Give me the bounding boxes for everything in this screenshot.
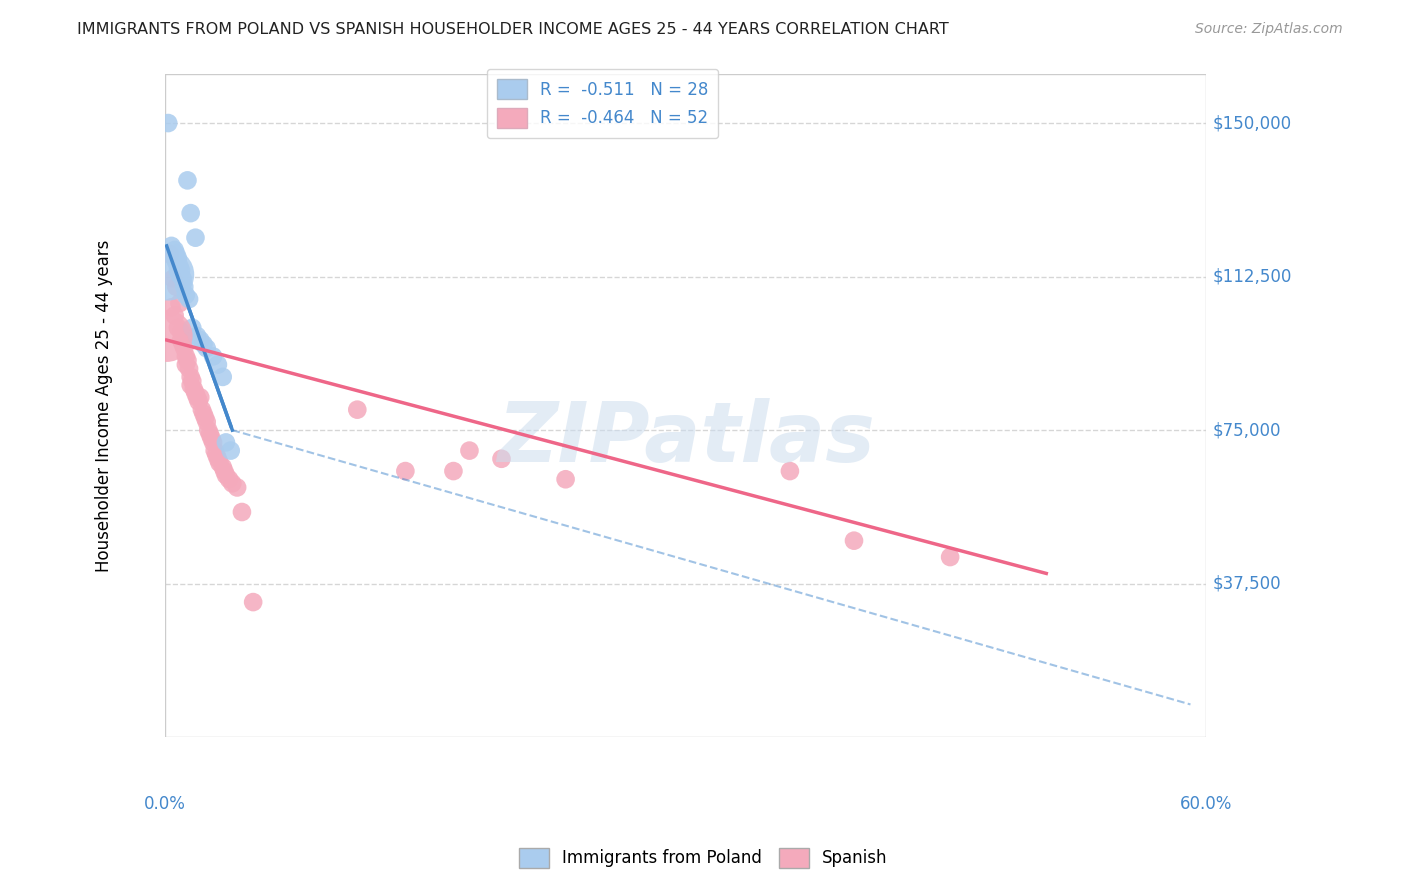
Point	[211, 370, 233, 384]
Point	[166, 263, 188, 277]
Point	[165, 255, 187, 269]
Point	[180, 370, 202, 384]
Point	[193, 337, 215, 351]
Point	[173, 341, 195, 355]
Point	[218, 472, 240, 486]
Point	[202, 435, 225, 450]
Point	[198, 427, 221, 442]
Point	[174, 358, 197, 372]
Point	[170, 333, 193, 347]
Point	[214, 464, 236, 478]
Point	[200, 431, 222, 445]
Point	[166, 320, 188, 334]
Point	[242, 595, 264, 609]
Point	[205, 448, 228, 462]
Text: IMMIGRANTS FROM POLAND VS SPANISH HOUSEHOLDER INCOME AGES 25 - 44 YEARS CORRELAT: IMMIGRANTS FROM POLAND VS SPANISH HOUSEH…	[77, 22, 949, 37]
Point	[177, 292, 200, 306]
Point	[169, 268, 191, 282]
Point	[202, 350, 225, 364]
Point	[939, 549, 962, 564]
Point	[165, 247, 187, 261]
Point	[195, 415, 218, 429]
Point	[174, 288, 197, 302]
Point	[162, 271, 184, 285]
Point	[207, 358, 229, 372]
Text: ZIPatlas: ZIPatlas	[496, 398, 875, 479]
Text: $150,000: $150,000	[1213, 114, 1292, 132]
Point	[458, 443, 481, 458]
Point	[170, 263, 193, 277]
Point	[394, 464, 416, 478]
Text: 60.0%: 60.0%	[1180, 795, 1233, 813]
Point	[169, 260, 191, 274]
Point	[186, 329, 208, 343]
Point	[159, 247, 181, 261]
Point	[172, 337, 194, 351]
Text: $37,500: $37,500	[1213, 574, 1281, 592]
Point	[157, 116, 180, 130]
Point	[231, 505, 253, 519]
Text: Source: ZipAtlas.com: Source: ZipAtlas.com	[1195, 22, 1343, 37]
Point	[226, 480, 249, 494]
Point	[187, 394, 209, 409]
Point	[195, 341, 218, 355]
Point	[181, 320, 204, 334]
Point	[215, 435, 238, 450]
Point	[188, 333, 211, 347]
Point	[193, 407, 215, 421]
Point	[176, 173, 198, 187]
Text: Householder Income Ages 25 - 44 years: Householder Income Ages 25 - 44 years	[96, 239, 112, 572]
Text: 0.0%: 0.0%	[143, 795, 186, 813]
Point	[346, 402, 368, 417]
Point	[166, 251, 188, 265]
Point	[197, 423, 219, 437]
Point	[208, 456, 231, 470]
Point	[554, 472, 576, 486]
Point	[174, 350, 197, 364]
Point	[183, 382, 205, 396]
Point	[211, 460, 233, 475]
Point	[207, 451, 229, 466]
Point	[180, 206, 202, 220]
Point	[491, 451, 513, 466]
Point	[170, 325, 193, 339]
Point	[169, 296, 191, 310]
Point	[181, 374, 204, 388]
Point	[163, 243, 186, 257]
Point	[180, 378, 202, 392]
Point	[184, 386, 207, 401]
Point	[165, 280, 187, 294]
Point	[163, 309, 186, 323]
Point	[160, 301, 183, 315]
Point	[215, 468, 238, 483]
Point	[191, 402, 214, 417]
Point	[204, 443, 226, 458]
Point	[188, 390, 211, 404]
Point	[160, 239, 183, 253]
Point	[163, 251, 186, 265]
Point	[176, 353, 198, 368]
Point	[219, 443, 242, 458]
Point	[184, 230, 207, 244]
Point	[779, 464, 801, 478]
Point	[194, 410, 217, 425]
Point	[156, 329, 179, 343]
Text: $75,000: $75,000	[1213, 421, 1281, 439]
Point	[443, 464, 465, 478]
Point	[842, 533, 865, 548]
Point	[186, 390, 208, 404]
Point	[221, 476, 243, 491]
Text: $112,500: $112,500	[1213, 268, 1292, 285]
Point	[173, 280, 195, 294]
Point	[157, 268, 180, 282]
Point	[177, 361, 200, 376]
Legend: R =  -0.511   N = 28, R =  -0.464   N = 52: R = -0.511 N = 28, R = -0.464 N = 52	[486, 69, 718, 138]
Legend: Immigrants from Poland, Spanish: Immigrants from Poland, Spanish	[512, 841, 894, 875]
Point	[172, 271, 194, 285]
